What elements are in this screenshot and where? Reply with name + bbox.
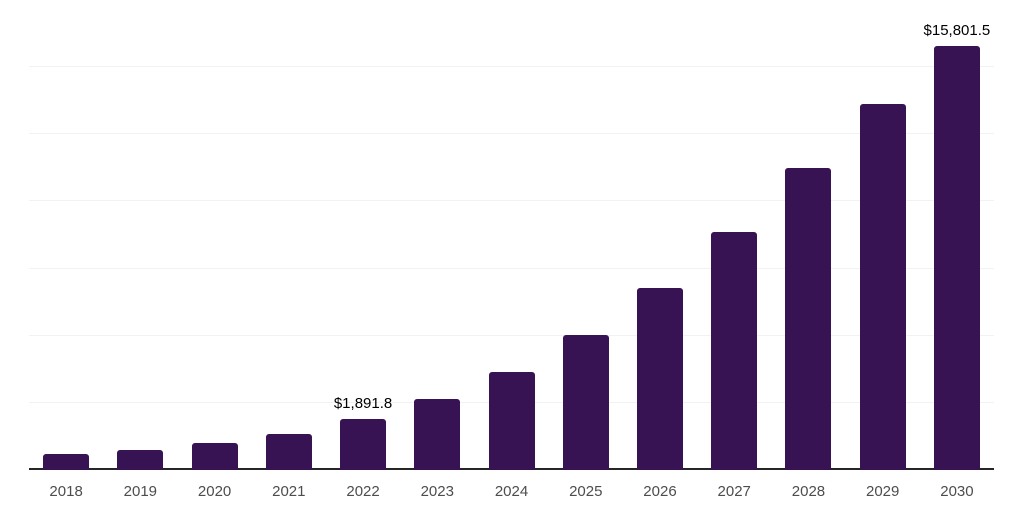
bar-2018 (43, 454, 90, 470)
x-tick-label-2025: 2025 (569, 483, 603, 500)
data-label-2030: $15,801.5 (923, 21, 991, 39)
bar-2026 (636, 287, 683, 470)
bar-2019 (117, 449, 164, 470)
x-tick-label-2023: 2023 (420, 483, 454, 500)
x-tick-label-2028: 2028 (791, 483, 826, 500)
x-axis-tick-labels: 2018 2019 2020 2021 2022 2023 2024 2025 2026 2027… (29, 472, 994, 512)
bar-2027 (711, 232, 758, 470)
x-tick-label-2026: 2026 (643, 483, 677, 500)
bar-2021 (265, 433, 312, 470)
bar-2024 (488, 371, 535, 470)
gridline (29, 334, 994, 336)
bar-2029 (859, 103, 906, 470)
plot-area: $1,891.8 $15,801.5 (29, 0, 994, 470)
data-label-2022: $1,891.8 (333, 395, 393, 413)
bar-2025 (562, 334, 609, 470)
bar-2030 (933, 45, 980, 470)
bar-2022 (340, 419, 387, 470)
x-tick-label-2024: 2024 (494, 483, 529, 500)
x-tick-label-2027: 2027 (717, 483, 751, 500)
gridline (29, 66, 994, 68)
x-tick-label-2029: 2029 (866, 483, 900, 500)
x-tick-label-2019: 2019 (123, 483, 158, 500)
gridline (29, 200, 994, 202)
x-tick-label-2018: 2018 (49, 483, 83, 500)
bar-2023 (414, 399, 461, 470)
gridline (29, 267, 994, 269)
bar-2028 (785, 168, 832, 470)
gridline (29, 133, 994, 135)
bar-2020 (191, 443, 238, 470)
x-tick-label-2020: 2020 (197, 483, 232, 500)
x-tick-label-2021: 2021 (272, 483, 306, 500)
x-tick-label-2030: 2030 (940, 483, 974, 500)
x-tick-label-2022: 2022 (346, 483, 380, 500)
